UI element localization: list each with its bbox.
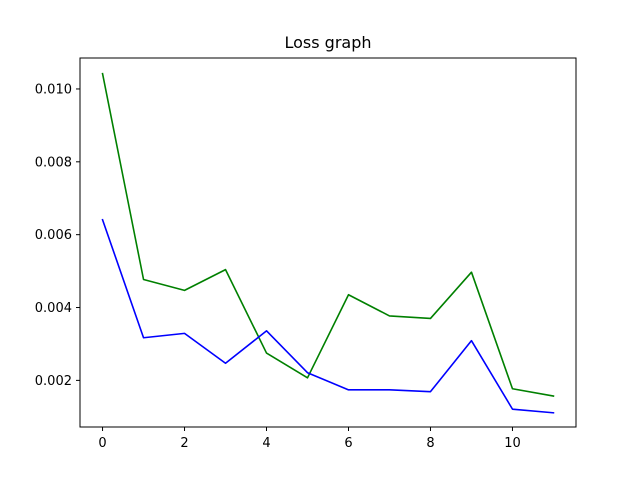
x-tick-label: 6 xyxy=(344,436,352,451)
y-tick-label: 0.008 xyxy=(35,155,72,170)
series-layer xyxy=(101,72,555,414)
chart-title: Loss graph xyxy=(284,33,371,52)
y-tick-label: 0.006 xyxy=(35,228,72,243)
y-axis-ticks: 0.002 0.004 0.006 0.008 0.010 xyxy=(35,82,80,389)
series-line-1 xyxy=(101,72,555,397)
x-tick-label: 10 xyxy=(504,436,521,451)
y-tick-label: 0.004 xyxy=(35,301,72,316)
x-tick-label: 0 xyxy=(98,436,106,451)
x-tick-label: 2 xyxy=(180,436,188,451)
y-tick-label: 0.010 xyxy=(35,82,72,97)
x-tick-label: 8 xyxy=(426,436,434,451)
plot-area-frame xyxy=(79,57,577,428)
x-axis-ticks: 0 2 4 6 8 10 xyxy=(98,427,521,451)
y-tick-label: 0.002 xyxy=(35,374,72,389)
x-tick-label: 4 xyxy=(262,436,270,451)
series-line-2 xyxy=(101,218,555,414)
